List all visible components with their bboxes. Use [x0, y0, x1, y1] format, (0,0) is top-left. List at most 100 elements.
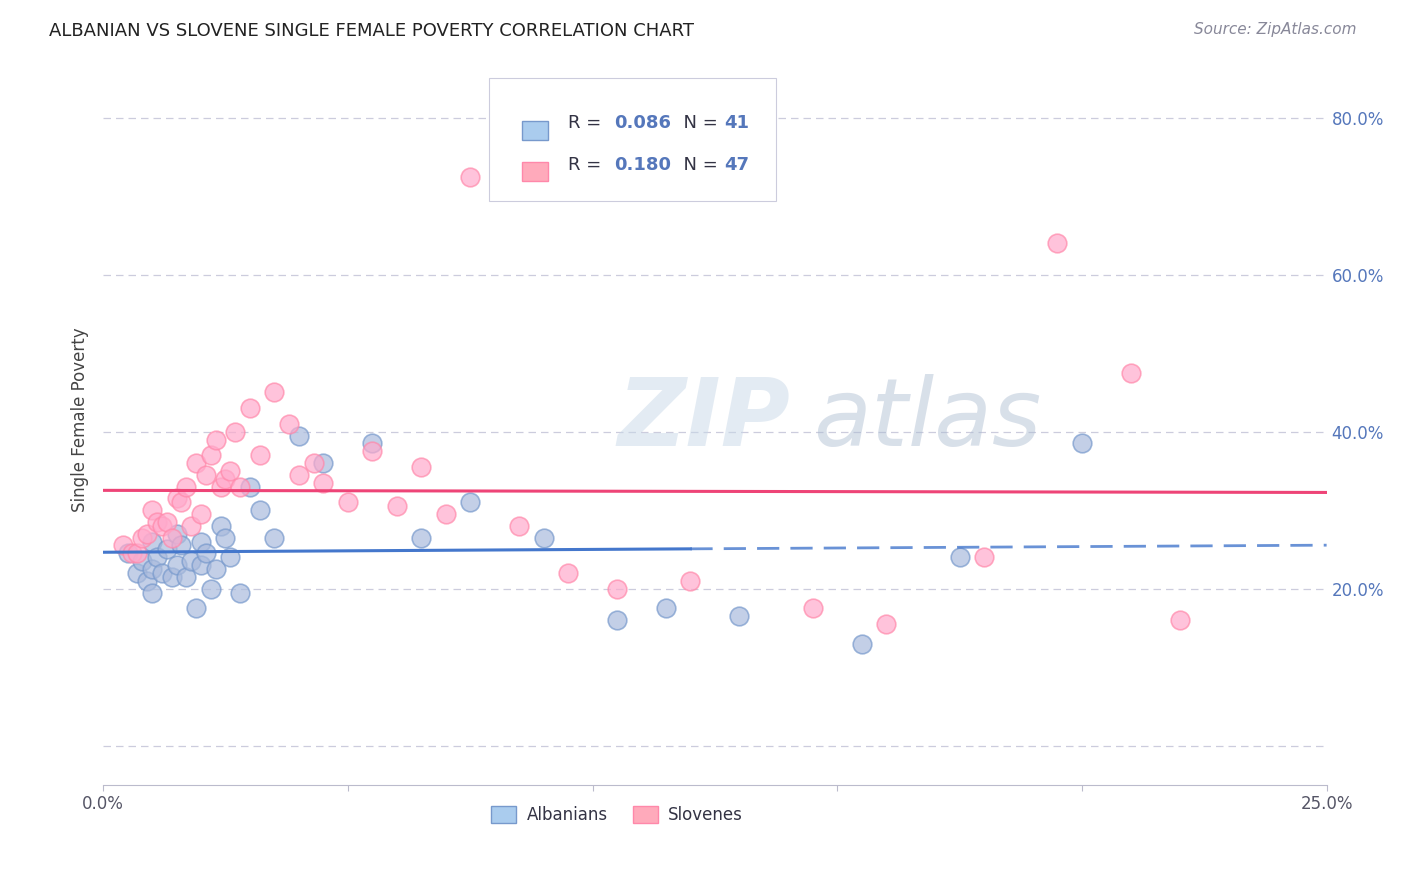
Point: [801, 601, 824, 615]
Point: [150, 519, 173, 533]
Point: [249, 448, 271, 462]
Point: [146, 515, 169, 529]
Point: [176, 480, 198, 494]
Point: [131, 531, 153, 545]
Text: N =: N =: [672, 114, 724, 132]
Point: [141, 503, 163, 517]
Point: [229, 480, 252, 494]
Point: [224, 425, 246, 439]
Y-axis label: Single Female Poverty: Single Female Poverty: [72, 327, 89, 512]
Point: [239, 480, 262, 494]
Point: [190, 558, 212, 573]
Point: [166, 526, 188, 541]
FancyBboxPatch shape: [522, 162, 548, 181]
Text: 0.180: 0.180: [614, 155, 672, 174]
Point: [166, 558, 188, 573]
Point: [170, 539, 193, 553]
Point: [851, 636, 873, 650]
Point: [1046, 236, 1069, 251]
Point: [131, 554, 153, 568]
Point: [146, 550, 169, 565]
Point: [239, 401, 262, 416]
Point: [263, 531, 285, 545]
Point: [302, 456, 325, 470]
Point: [508, 519, 530, 533]
Point: [136, 574, 159, 588]
Point: [655, 601, 678, 615]
Point: [194, 467, 217, 482]
Point: [606, 613, 628, 627]
Point: [190, 534, 212, 549]
Point: [200, 582, 222, 596]
Point: [150, 566, 173, 580]
Point: [184, 456, 207, 470]
Point: [111, 539, 134, 553]
Point: [166, 491, 188, 506]
Point: [219, 550, 242, 565]
Point: [184, 601, 207, 615]
Point: [117, 546, 139, 560]
Point: [209, 480, 232, 494]
Point: [1168, 613, 1191, 627]
Text: R =: R =: [568, 155, 607, 174]
Point: [229, 585, 252, 599]
Point: [312, 475, 335, 490]
Point: [361, 436, 384, 450]
Point: [180, 554, 202, 568]
Text: atlas: atlas: [813, 375, 1040, 466]
Point: [190, 507, 212, 521]
Point: [679, 574, 702, 588]
Legend: Albanians, Slovenes: Albanians, Slovenes: [485, 799, 749, 831]
Point: [141, 534, 163, 549]
Text: ZIP: ZIP: [617, 374, 790, 466]
Point: [434, 507, 457, 521]
Point: [312, 456, 335, 470]
Point: [180, 519, 202, 533]
Point: [156, 515, 179, 529]
Point: [361, 444, 384, 458]
Point: [973, 550, 995, 565]
Point: [249, 503, 271, 517]
Point: [1070, 436, 1092, 450]
Point: [127, 546, 149, 560]
Point: [263, 385, 285, 400]
Point: [176, 570, 198, 584]
Point: [209, 519, 232, 533]
FancyBboxPatch shape: [522, 120, 548, 140]
Point: [204, 433, 226, 447]
Point: [170, 495, 193, 509]
Point: [288, 467, 311, 482]
Text: 0.086: 0.086: [614, 114, 672, 132]
Text: R =: R =: [568, 114, 607, 132]
Point: [204, 562, 226, 576]
Point: [533, 531, 555, 545]
Point: [121, 546, 143, 560]
Point: [606, 582, 628, 596]
Point: [385, 500, 408, 514]
Text: N =: N =: [672, 155, 724, 174]
Point: [336, 495, 359, 509]
Text: Source: ZipAtlas.com: Source: ZipAtlas.com: [1194, 22, 1357, 37]
Point: [288, 428, 311, 442]
Point: [214, 531, 236, 545]
Point: [728, 609, 751, 624]
Point: [219, 464, 242, 478]
Point: [411, 531, 433, 545]
Point: [948, 550, 970, 565]
Point: [141, 585, 163, 599]
Point: [1119, 366, 1142, 380]
Point: [458, 169, 481, 184]
Point: [160, 531, 183, 545]
Point: [411, 460, 433, 475]
Point: [557, 566, 579, 580]
Text: 41: 41: [724, 114, 749, 132]
Point: [141, 562, 163, 576]
Point: [214, 472, 236, 486]
Text: 47: 47: [724, 155, 749, 174]
Point: [278, 417, 301, 431]
Point: [458, 495, 481, 509]
FancyBboxPatch shape: [488, 78, 776, 201]
Point: [156, 542, 179, 557]
Point: [160, 570, 183, 584]
Point: [136, 526, 159, 541]
